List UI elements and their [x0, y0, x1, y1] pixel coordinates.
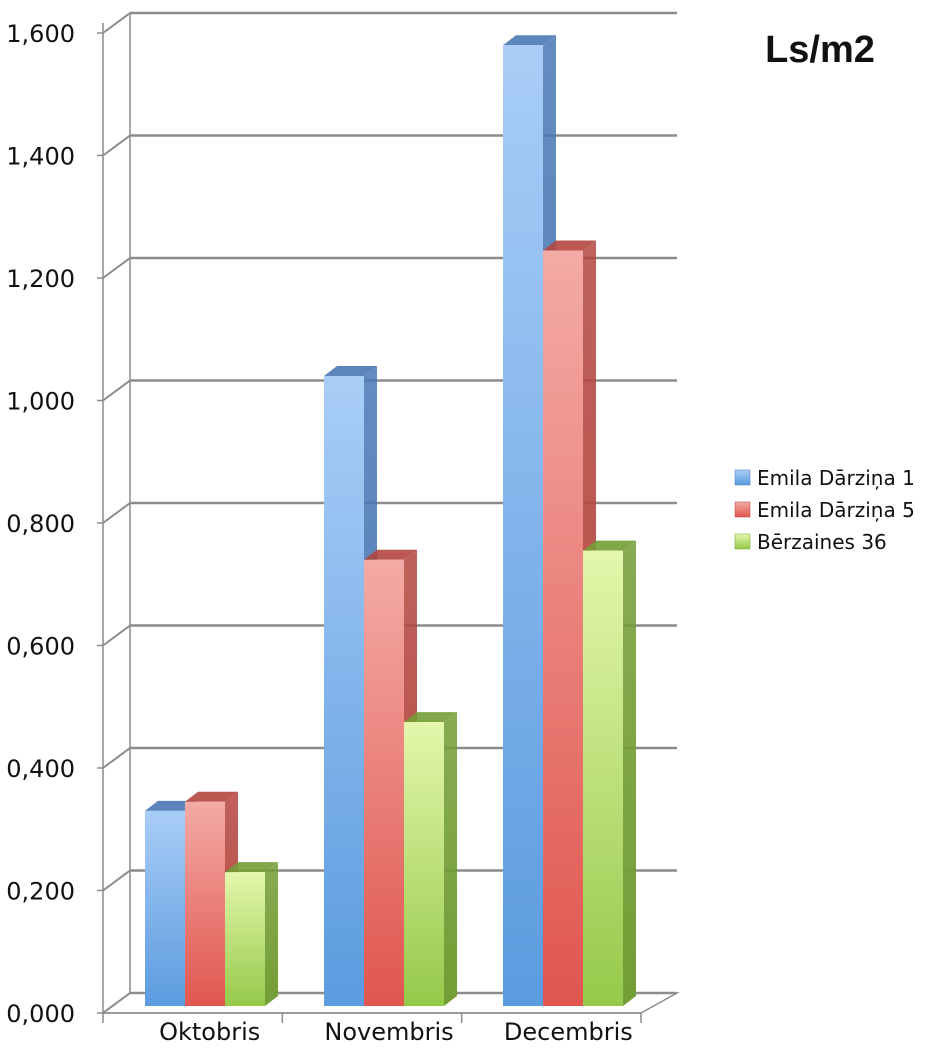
- gridline-diagonal: [102, 134, 131, 157]
- x-tick-label: Novembris: [324, 1018, 453, 1044]
- bar: [404, 712, 457, 1006]
- gridline-diagonal: [102, 869, 131, 892]
- x-tick-label: Oktobris: [159, 1018, 260, 1044]
- bar-side: [265, 862, 278, 1006]
- y-tick-label: 1,600: [6, 20, 75, 48]
- bar-front: [543, 250, 583, 1006]
- bar-front: [364, 559, 404, 1006]
- legend-label: Bērzaines 36: [757, 530, 887, 554]
- bar-top: [364, 549, 417, 560]
- y-tick-label: 1,200: [6, 265, 75, 293]
- gridline-diagonal: [102, 379, 131, 402]
- bar-front: [583, 550, 623, 1006]
- gridline-diagonal: [102, 624, 131, 647]
- y-tick-label: 0,600: [6, 633, 75, 661]
- legend-item: Emila Dārziņa 1: [734, 466, 915, 490]
- bar-front: [185, 801, 225, 1006]
- bar-front: [225, 872, 265, 1006]
- legend-item: Bērzaines 36: [734, 530, 887, 554]
- axis-labels: 0,000 0,200 0,400 0,600 0,800 1,000 1,200 1,400…: [6, 20, 633, 1046]
- legend-swatch: [734, 501, 751, 518]
- gridline-diagonal: [102, 12, 131, 34]
- y-tick-label: 0,200: [6, 878, 75, 906]
- gridline-diagonal: [102, 257, 131, 279]
- gridline-diagonal: [102, 502, 131, 524]
- y-tick-label: 0,800: [6, 510, 75, 538]
- bar-top: [543, 240, 596, 251]
- bars: [145, 35, 636, 1006]
- bar-front: [145, 810, 185, 1006]
- bar-top: [145, 800, 198, 811]
- bar-top: [503, 35, 556, 46]
- bar: [583, 540, 636, 1006]
- legend: Emila Dārziņa 1 Emila Dārziņa 5 Bērzaines …: [734, 466, 915, 554]
- y-tick-label: 0,400: [6, 755, 75, 783]
- chart-title: Ls/m2: [765, 29, 875, 71]
- bar-top: [185, 791, 238, 802]
- legend-swatch: [734, 533, 751, 550]
- y-tick-label: 1,000: [6, 388, 75, 416]
- bar-side: [623, 540, 636, 1006]
- axes: [97, 13, 680, 1023]
- bar-top: [583, 540, 636, 551]
- gridline-diagonal: [102, 747, 131, 769]
- y-tick-label: 0,000: [6, 1000, 75, 1028]
- x-tick-label: Decembris: [504, 1018, 633, 1044]
- bar-top: [225, 862, 278, 873]
- bar-top: [324, 366, 377, 376]
- legend-item: Emila Dārziņa 5: [734, 498, 915, 522]
- bar-front: [404, 722, 444, 1006]
- bar: [364, 549, 417, 1006]
- legend-swatch: [734, 469, 751, 486]
- bar-front: [503, 45, 543, 1006]
- y-tick-label: 1,400: [6, 143, 75, 171]
- bar: [225, 862, 278, 1006]
- bar-top: [404, 712, 457, 723]
- legend-label: Emila Dārziņa 1: [757, 466, 915, 490]
- bar-side: [444, 712, 457, 1006]
- bar-front: [324, 376, 364, 1006]
- legend-label: Emila Dārziņa 5: [757, 498, 915, 522]
